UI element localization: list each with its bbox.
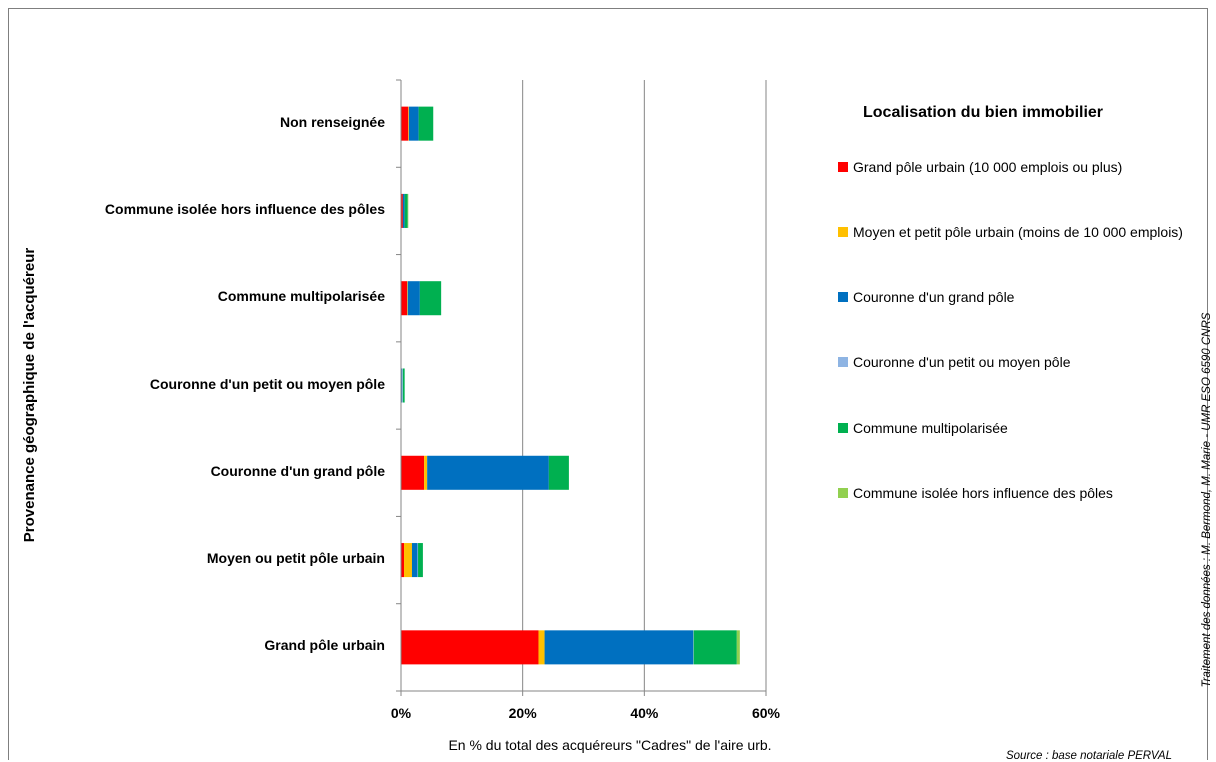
legend-swatch [838,227,848,237]
y-axis-label: Provenance géographique de l'acquéreur [21,247,38,543]
bar-segment [402,368,403,403]
bar-segment [404,193,408,228]
bar-segment [401,193,403,228]
legend: Localisation du bien immobilier Grand pô… [836,104,1196,501]
legend-label: Moyen et petit pôle urbain (moins de 10 … [853,224,1183,240]
bar-segment [401,543,405,578]
legend-item: Grand pôle urbain (10 000 emplois ou plu… [838,157,1188,177]
bar-segment [407,193,409,228]
bar-segment [407,281,408,316]
category-label: Grand pôle urbain [264,637,385,654]
x-axis-label: En % du total des acquéreurs "Cadres" de… [448,737,772,753]
legend-title: Localisation du bien immobilier [863,104,1104,121]
legend-swatch [838,423,848,433]
x-tick-label: 20% [508,705,537,721]
bar-segment [424,455,428,490]
category-label: Commune isolée hors influence des pôles [104,200,385,217]
bar-segment [401,455,425,490]
category-label: Couronne d'un petit ou moyen pôle [149,375,385,392]
bar-segment [407,281,420,316]
chart-frame [8,8,1208,760]
legend-item: Commune isolée hors influence des pôles [838,483,1188,503]
legend-swatch [838,162,848,172]
bar-segment [693,630,737,665]
bar-segment [401,368,403,403]
legend-label: Couronne d'un petit ou moyen pôle [853,354,1071,370]
category-label: Moyen ou petit pôle urbain [206,550,385,567]
bar-segment [736,630,740,665]
bar-segment [404,543,412,578]
bar-segment [427,455,549,490]
bar-segment [693,630,694,665]
x-tick-label: 40% [630,705,659,721]
legend-label: Commune isolée hors influence des pôles [853,485,1113,501]
bar-segment [402,193,405,228]
legend-label: Couronne d'un grand pôle [853,289,1015,305]
bar-segment [538,630,545,665]
x-tick-label: 60% [751,705,781,721]
legend-item: Moyen et petit pôle urbain (moins de 10 … [838,222,1188,242]
legend-item: Couronne d'un grand pôle [838,287,1188,307]
legend-swatch [838,292,848,302]
bar-segment [408,106,419,141]
source-note: Source : base notariale PERVAL [1005,750,1172,762]
bar-segment [417,543,419,578]
legend-item: Commune multipolarisée [838,418,1188,438]
bar-segment [401,630,539,665]
category-label: Couronne d'un grand pôle [210,462,385,479]
legend-item: Couronne d'un petit ou moyen pôle [838,352,1188,372]
data-credit: Traitement des données : M. Bermond, M. … [1201,312,1213,688]
x-tick-label: 0% [390,705,412,721]
bar-segment [548,455,569,490]
bar-segment [408,106,409,141]
bar-segment [544,630,693,665]
legend-label: Grand pôle urbain (10 000 emplois ou plu… [853,159,1123,175]
bar-segment [401,281,408,316]
legend-swatch [838,488,848,498]
bar-segment [419,281,442,316]
category-label: Commune multipolarisée [217,288,385,305]
bar-segment [418,543,423,578]
legend-label: Commune multipolarisée [853,420,1008,436]
bar-segment [402,368,405,403]
category-label: Non renseignée [279,113,385,130]
bar-segment [411,543,418,578]
legend-swatch [838,357,848,367]
bar-segment [418,106,434,141]
bar-segment [401,106,409,141]
